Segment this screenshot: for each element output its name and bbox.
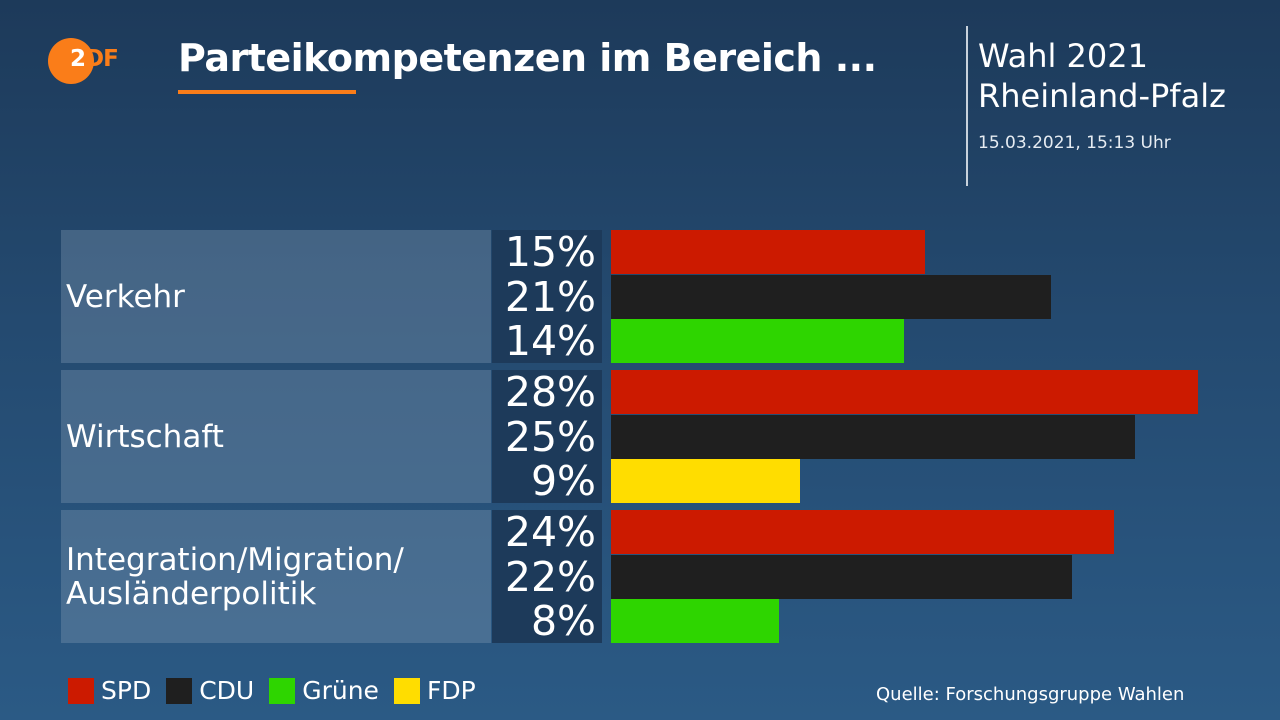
- category-label: Wirtschaft: [66, 418, 224, 455]
- zdf-logo-digit: 2: [70, 46, 86, 72]
- data-label: 15%: [504, 228, 596, 276]
- legend-item: Grüne: [269, 676, 379, 705]
- category-label: Integration/Migration/ Ausländerpolitik: [66, 541, 404, 612]
- legend-label: CDU: [199, 676, 255, 705]
- zdf-logo-letters: DF: [85, 46, 119, 72]
- legend-swatch: [269, 677, 296, 704]
- category-group: Wirtschaft 28% 25% 9%: [61, 370, 1280, 503]
- election-heading: Wahl 2021 Rheinland-Pfalz: [978, 36, 1226, 116]
- bar-spd: [611, 510, 1114, 554]
- data-label: 14%: [504, 317, 596, 365]
- legend-item: CDU: [166, 676, 254, 705]
- zdf-logo: 2DF: [70, 46, 119, 72]
- data-label: 22%: [504, 552, 596, 601]
- bar-gruene: [611, 599, 779, 643]
- category-box: Wirtschaft: [61, 370, 491, 503]
- legend-item: FDP: [393, 676, 476, 705]
- legend-item: SPD: [68, 676, 151, 705]
- data-label: 24%: [504, 508, 596, 556]
- data-label: 9%: [530, 457, 596, 505]
- timestamp: 15.03.2021, 15:13 Uhr: [978, 133, 1171, 153]
- value-label-box: 15% 21% 14%: [492, 230, 602, 363]
- election-region: Rheinland-Pfalz: [978, 77, 1226, 115]
- bar-spd: [611, 370, 1198, 414]
- legend-label: SPD: [101, 676, 152, 705]
- legend-label: Grüne: [302, 676, 379, 705]
- bar-fdp: [611, 459, 800, 503]
- election-name: Wahl 2021: [978, 37, 1148, 75]
- category-group: Integration/Migration/ Ausländerpolitik 2…: [61, 510, 1280, 643]
- bar-gruene: [611, 319, 904, 363]
- value-label-box: 24% 22% 8%: [492, 510, 602, 643]
- title-underline: [178, 90, 356, 94]
- bar-cdu: [611, 274, 1051, 319]
- legend-swatch: [166, 677, 193, 704]
- header-divider: [966, 26, 968, 186]
- chart-title: Parteikompetenzen im Bereich ...: [178, 36, 877, 80]
- legend: SPD CDU Grüne FDP: [68, 676, 491, 705]
- category-group: Verkehr 15% 21% 14%: [61, 230, 1280, 363]
- bar-cdu: [611, 414, 1135, 459]
- category-box: Verkehr: [61, 230, 491, 363]
- legend-label: FDP: [426, 676, 476, 705]
- bar-cdu: [611, 554, 1072, 599]
- data-label: 28%: [504, 368, 596, 416]
- data-label: 21%: [504, 272, 596, 321]
- bar-spd: [611, 230, 925, 274]
- legend-swatch: [393, 677, 420, 704]
- legend-swatch: [68, 677, 94, 704]
- value-label-box: 28% 25% 9%: [492, 370, 602, 503]
- source-note: Quelle: Forschungsgruppe Wahlen: [876, 684, 1185, 705]
- data-label: 25%: [504, 412, 596, 461]
- zdf-logo-circle: [48, 38, 94, 84]
- category-box: Integration/Migration/ Ausländerpolitik: [61, 510, 491, 643]
- category-label: Verkehr: [66, 278, 185, 315]
- data-label: 8%: [530, 597, 596, 645]
